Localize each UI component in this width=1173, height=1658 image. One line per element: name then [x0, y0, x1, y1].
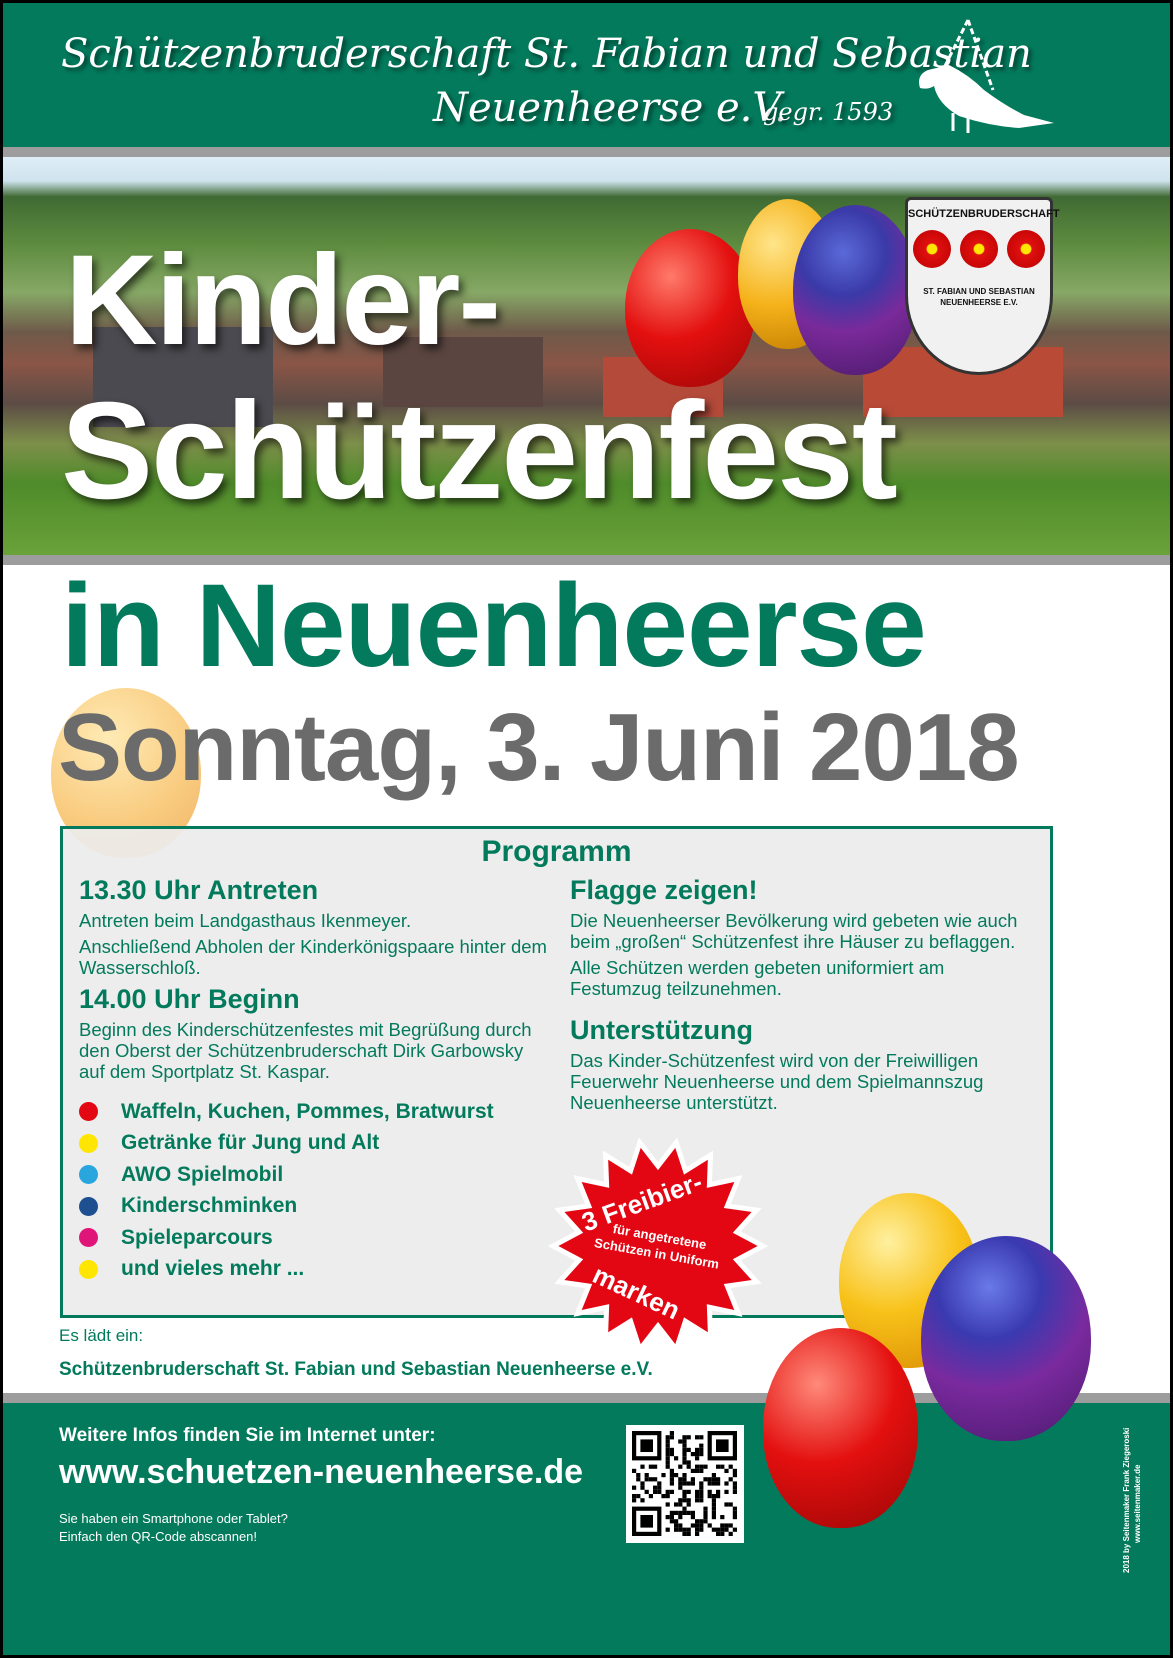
freibier-starburst: 3 Freibier- für angetretene Schützen in …: [548, 1137, 768, 1355]
qr-code-icon[interactable]: [626, 1425, 744, 1543]
program-item-text: Antreten beim Landgasthaus Ikenmeyer.: [79, 910, 412, 931]
emblem-top-text: SCHÜTZENBRUDERSCHAFT: [908, 208, 1060, 220]
qr-hint-1: Sie haben ein Smartphone oder Tablet?: [59, 1511, 288, 1526]
bullet-dot-icon: [79, 1102, 98, 1122]
invite-label: Es lädt ein:: [59, 1326, 144, 1345]
list-item: Waffeln, Kuchen, Pommes, Bratwurst: [79, 1096, 549, 1128]
list-item: Spieleparcours: [79, 1222, 549, 1254]
poster: Schützenbruderschaft St. Fabian und Seba…: [3, 3, 1170, 1655]
bullet-dot-icon: [79, 1133, 98, 1153]
bullet-dot-icon: [79, 1228, 98, 1248]
list-item: Getränke für Jung und Alt: [79, 1128, 549, 1160]
program-item-title: Flagge zeigen!: [570, 875, 758, 905]
program-item-title: Unterstützung: [570, 1015, 753, 1045]
title-line-2: Schützenfest: [61, 374, 898, 528]
emblem-bottom-text: ST. FABIAN UND SEBASTIAN NEUENHEERSE E.V…: [923, 287, 1035, 307]
divider-strip: [3, 1393, 1170, 1403]
list-item: und vieles mehr ...: [79, 1254, 549, 1286]
bullet-dot-icon: [79, 1165, 98, 1185]
bullet-dot-icon: [79, 1196, 98, 1216]
program-item-title: 14.00 Uhr Beginn: [79, 984, 300, 1014]
title-line-1: Kinder-: [65, 229, 501, 372]
header-org-location: Neuenheerse e.V.: [433, 85, 788, 131]
qr-hint-2: Einfach den QR-Code abscannen!: [59, 1529, 258, 1544]
red-balloon-icon: [625, 229, 755, 387]
program-item-text: Das Kinder-Schützenfest wird von der Fre…: [570, 1050, 984, 1113]
bullet-dot-icon: [79, 1259, 98, 1279]
website-link[interactable]: www.schuetzen-neuenheerse.de: [59, 1453, 583, 1491]
village-photo: SCHÜTZENBRUDERSCHAFT ST. FABIAN UND SEBA…: [3, 157, 1170, 555]
divider-strip: [3, 555, 1170, 565]
red-balloon-icon: [763, 1328, 918, 1528]
header-founded: gegr. 1593: [763, 98, 894, 126]
program-item-text: Beginn des Kinderschützenfestes mit Begr…: [79, 1019, 532, 1082]
footer: Weitere Infos finden Sie im Internet unt…: [3, 1403, 1170, 1655]
starburst-shape: [548, 1137, 768, 1355]
list-item: Kinderschminken: [79, 1191, 549, 1223]
invite-org: Schützenbruderschaft St. Fabian und Seba…: [59, 1359, 653, 1380]
event-place: in Neuenheerse: [61, 560, 927, 692]
program-item-text: Die Neuenheerser Bevölkerung wird gebete…: [570, 910, 1018, 952]
divider-strip: [3, 147, 1170, 157]
credit: 2018 by Seitenmaker Frank Ziegeroski www…: [1122, 1427, 1142, 1573]
three-roses-shield-icon: [908, 230, 1050, 268]
program-item-text: Anschließend Abholen der Kinderkönigspaa…: [79, 936, 547, 978]
emblem-shield: SCHÜTZENBRUDERSCHAFT ST. FABIAN UND SEBA…: [905, 197, 1060, 375]
program-left-column: 13.30 Uhr Antreten Antreten beim Landgas…: [79, 875, 549, 1285]
header-org-name: Schützenbruderschaft St. Fabian und Seba…: [61, 31, 1032, 77]
purple-balloon-icon: [921, 1236, 1091, 1441]
footer-info: Weitere Infos finden Sie im Internet unt…: [59, 1425, 436, 1446]
header-banner: Schützenbruderschaft St. Fabian und Seba…: [3, 3, 1170, 147]
purple-balloon-icon: [793, 205, 918, 375]
program-right-column: Flagge zeigen! Die Neuenheerser Bevölker…: [570, 875, 1040, 1113]
activity-list: Waffeln, Kuchen, Pommes, Bratwurst Geträ…: [79, 1096, 549, 1285]
list-item: AWO Spielmobil: [79, 1159, 549, 1191]
bird-on-chain-icon: [919, 19, 1054, 133]
program-heading: Programm: [481, 835, 632, 868]
program-item-text: Alle Schützen werden gebeten uniformiert…: [570, 957, 945, 999]
program-item-title: 13.30 Uhr Antreten: [79, 875, 319, 905]
event-date: Sonntag, 3. Juni 2018: [58, 694, 1020, 801]
